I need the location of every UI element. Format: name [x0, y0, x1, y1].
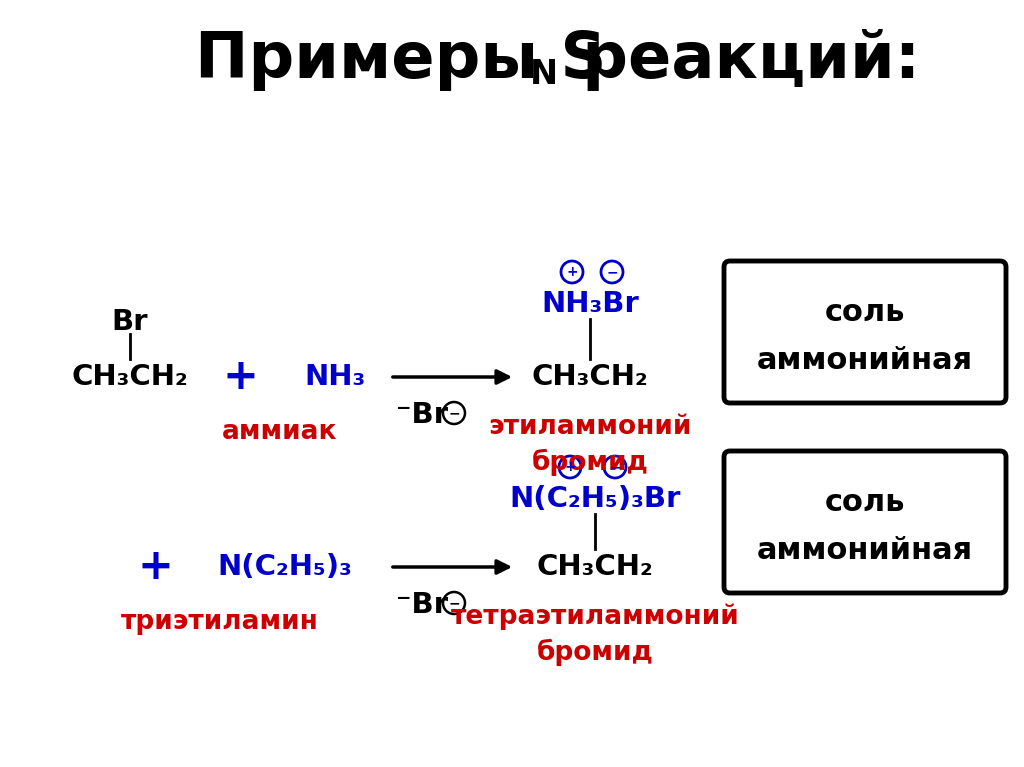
- Text: +: +: [566, 265, 578, 279]
- Text: реакций:: реакций:: [560, 29, 921, 91]
- Text: аммонийная: аммонийная: [757, 536, 973, 565]
- FancyBboxPatch shape: [724, 451, 1006, 593]
- Text: CH₃CH₂: CH₃CH₂: [531, 363, 648, 391]
- Text: NH₃: NH₃: [304, 363, 366, 391]
- Text: +: +: [222, 356, 258, 398]
- Text: N(C₂H₅)₃Br: N(C₂H₅)₃Br: [509, 485, 681, 513]
- Text: −: −: [449, 596, 460, 610]
- Text: тетраэтиламмоний: тетраэтиламмоний: [451, 604, 739, 630]
- Text: CH₃CH₂: CH₃CH₂: [72, 363, 188, 391]
- Text: аммиак: аммиак: [222, 419, 338, 445]
- Text: −: −: [449, 406, 460, 420]
- Text: CH₃CH₂: CH₃CH₂: [537, 553, 653, 581]
- Text: Примеры S: Примеры S: [195, 29, 606, 91]
- FancyBboxPatch shape: [724, 261, 1006, 403]
- Text: ⁻Br: ⁻Br: [396, 591, 449, 619]
- Text: N(C₂H₅)₃: N(C₂H₅)₃: [217, 553, 352, 581]
- Text: N: N: [530, 58, 558, 91]
- Text: соль: соль: [824, 298, 905, 327]
- Text: аммонийная: аммонийная: [757, 346, 973, 375]
- Text: +: +: [564, 460, 575, 474]
- Text: триэтиламин: триэтиламин: [121, 609, 318, 635]
- Text: Br: Br: [112, 308, 148, 336]
- Text: NH₃Br: NH₃Br: [541, 290, 639, 318]
- Text: −: −: [609, 460, 621, 474]
- Text: соль: соль: [824, 488, 905, 517]
- Text: −: −: [606, 265, 617, 279]
- Text: +: +: [137, 546, 173, 588]
- Text: бромид: бромид: [537, 638, 653, 666]
- Text: ⁻Br: ⁻Br: [396, 401, 449, 429]
- Text: бромид: бромид: [531, 449, 648, 476]
- Text: этиламмоний: этиламмоний: [488, 414, 691, 440]
